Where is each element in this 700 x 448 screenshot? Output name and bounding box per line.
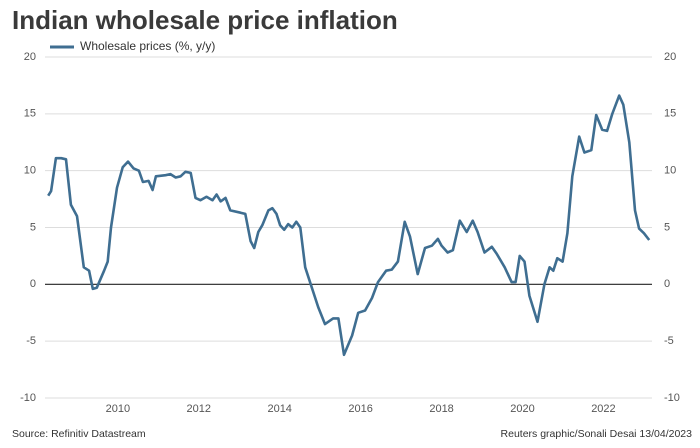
y-tick-label: 0: [30, 278, 36, 290]
y2-tick-label: 5: [664, 221, 670, 233]
x-tick-label: 2016: [348, 403, 372, 415]
y2-tick-label: -5: [664, 335, 674, 347]
chart-title: Indian wholesale price inflation: [12, 5, 398, 35]
y-tick-label: 15: [24, 108, 36, 120]
x-tick-label: 2014: [267, 403, 291, 415]
y2-tick-label: 10: [664, 165, 676, 177]
x-tick-label: 2012: [187, 403, 211, 415]
y2-tick-label: 0: [664, 278, 670, 290]
y2-tick-label: 15: [664, 108, 676, 120]
y2-tick-label: 20: [664, 51, 676, 63]
x-tick-label: 2010: [106, 403, 130, 415]
credit: Reuters graphic/Sonali Desai 13/04/2023: [501, 428, 693, 440]
x-tick-label: 2020: [510, 403, 534, 415]
y-tick-label: -5: [26, 335, 36, 347]
x-tick-label: 2022: [591, 403, 615, 415]
legend-label: Wholesale prices (%, y/y): [80, 39, 215, 53]
data-line: [47, 94, 651, 357]
source: Source: Refinitiv Datastream: [12, 428, 146, 440]
y-tick-label: 10: [24, 165, 36, 177]
y-tick-label: 20: [24, 51, 36, 63]
y2-tick-label: -10: [664, 392, 680, 404]
x-tick-label: 2018: [429, 403, 453, 415]
y-tick-label: -10: [20, 392, 36, 404]
y-tick-label: 5: [30, 221, 36, 233]
